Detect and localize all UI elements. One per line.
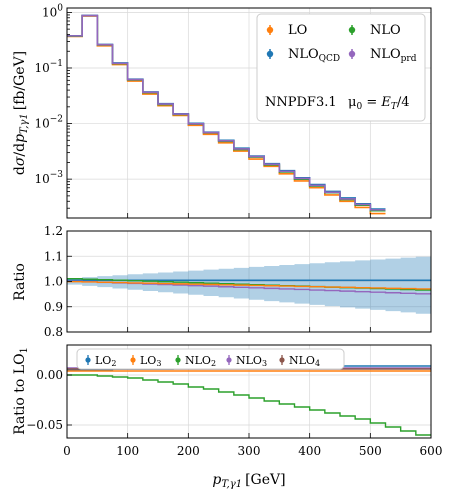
x-tick-label: 200	[177, 444, 200, 458]
x-tick-label: 100	[116, 444, 139, 458]
legend-marker	[279, 357, 285, 363]
x-tick-label: 500	[359, 444, 382, 458]
lower-y-axis-label: Ratio to LO1	[12, 347, 30, 435]
series-lo-line	[67, 15, 386, 215]
ratio-lo-line	[67, 280, 431, 290]
x-tick-label: 600	[420, 444, 443, 458]
ratio-y-axis-label: Ratio	[12, 263, 28, 301]
y-tick-label: 0.8	[44, 325, 63, 339]
main-y-axis-label: dσ/dpT,γ1[fb/GeV]	[12, 51, 30, 175]
x-axis-label: pT,γ1 [GeV]	[212, 472, 285, 490]
panel-main: 100 10−1 10−2 10−3 dσ/dpT,γ1[fb/GeV] LO NLO N…	[12, 3, 432, 219]
main-pdf-annotation: NNPDF3.1	[265, 95, 337, 110]
legend-label: LO3	[140, 354, 161, 368]
panel-lower: 0.00 −0.05 0 100 200 300 400 500 600 Ratio to L…	[12, 344, 442, 490]
legend-label: NLO3	[236, 354, 267, 368]
lower-legend: LO2 LO3 NLO2 NLO3 NLO4	[76, 348, 345, 370]
x-tick-label: 300	[238, 444, 261, 458]
x-tick-label: 400	[298, 444, 321, 458]
main-series	[67, 14, 386, 215]
legend-marker	[130, 357, 136, 363]
panel-ratio: 0.8 0.9 1.0 1.1 1.2 Ratio	[12, 224, 432, 339]
legend-label: NLO2	[185, 354, 216, 368]
y-tick-label: 0.9	[44, 300, 63, 314]
legend-marker	[175, 357, 181, 363]
legend-marker	[85, 357, 91, 363]
main-legend-box	[256, 13, 426, 122]
legend-label: LO	[288, 23, 307, 38]
legend-label: LO2	[95, 354, 116, 368]
lower-y-ticks: 0.00 −0.05	[26, 368, 72, 432]
y-tick-label: 1.1	[44, 249, 63, 263]
x-tick-label: 0	[63, 444, 71, 458]
legend-marker	[226, 357, 232, 363]
lower-x-ticks: 0 100 200 300 400 500 600	[63, 433, 442, 458]
y-tick-label: −0.05	[26, 418, 63, 432]
y-tick-label: 100	[42, 3, 63, 19]
legend-label: NLO4	[289, 354, 320, 368]
legend-marker	[348, 26, 356, 34]
legend-label: NLO	[370, 23, 401, 38]
legend-marker	[266, 26, 274, 34]
y-tick-label: 10−2	[34, 115, 63, 131]
legend-marker	[266, 50, 274, 58]
ratio-y-ticks: 0.8 0.9 1.0 1.1 1.2	[44, 224, 432, 339]
lower-nlo2-line	[67, 374, 431, 436]
ratio-series	[67, 256, 431, 314]
y-tick-label: 1.2	[44, 224, 63, 238]
y-tick-label: 10−3	[34, 170, 63, 186]
lower-legend-box	[76, 348, 345, 370]
series-nlo-prd-line	[67, 14, 386, 211]
y-tick-label: 0.00	[36, 368, 63, 382]
legend-marker	[348, 50, 356, 58]
y-tick-label: 1.0	[44, 275, 63, 289]
lower-legend-items: LO2 LO3 NLO2 NLO3 NLO4	[85, 354, 320, 368]
y-tick-label: 10−1	[34, 59, 63, 75]
